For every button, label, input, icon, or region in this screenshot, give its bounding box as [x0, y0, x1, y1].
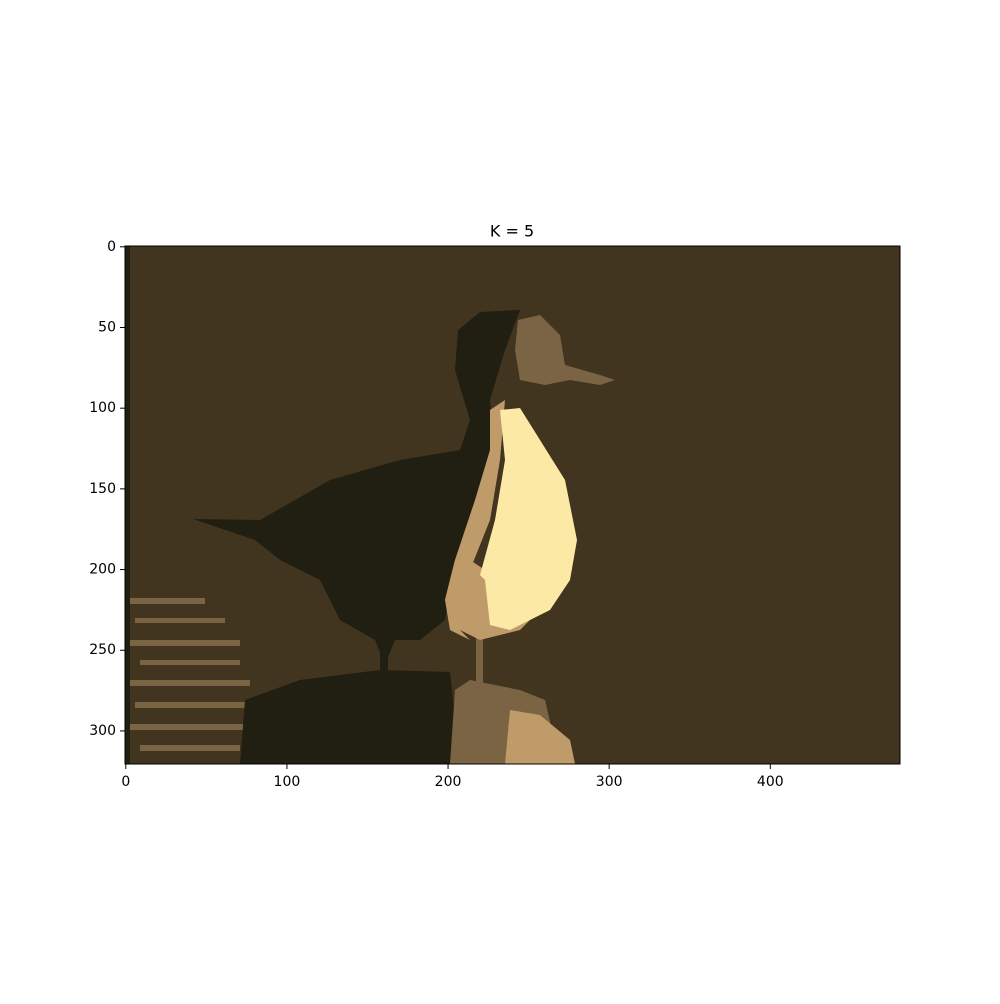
breast [480, 408, 577, 630]
y-tick-label: 0 [107, 239, 116, 255]
y-tick-label: 250 [89, 642, 116, 658]
y-tick-label: 150 [89, 481, 116, 497]
reflection-light [505, 710, 575, 764]
leg [476, 630, 483, 685]
y-tick-label: 100 [89, 400, 116, 416]
duck-body [193, 310, 520, 665]
edge [125, 246, 130, 764]
y-tick-label: 200 [89, 562, 116, 578]
water-ripples [130, 598, 250, 751]
x-tick-label: 100 [274, 774, 301, 790]
x-tick-label: 400 [757, 774, 784, 790]
x-tick-label: 200 [435, 774, 462, 790]
duck-head [515, 315, 615, 385]
y-tick-label: 300 [89, 723, 116, 739]
water-dark [240, 670, 460, 764]
x-tick-label: 300 [596, 774, 623, 790]
image [125, 246, 900, 764]
leg [380, 635, 388, 670]
chart-title: K = 5 [490, 222, 534, 241]
axes-frame [124, 245, 901, 765]
x-tick-label: 0 [121, 774, 130, 790]
y-tick-label: 50 [98, 319, 116, 335]
